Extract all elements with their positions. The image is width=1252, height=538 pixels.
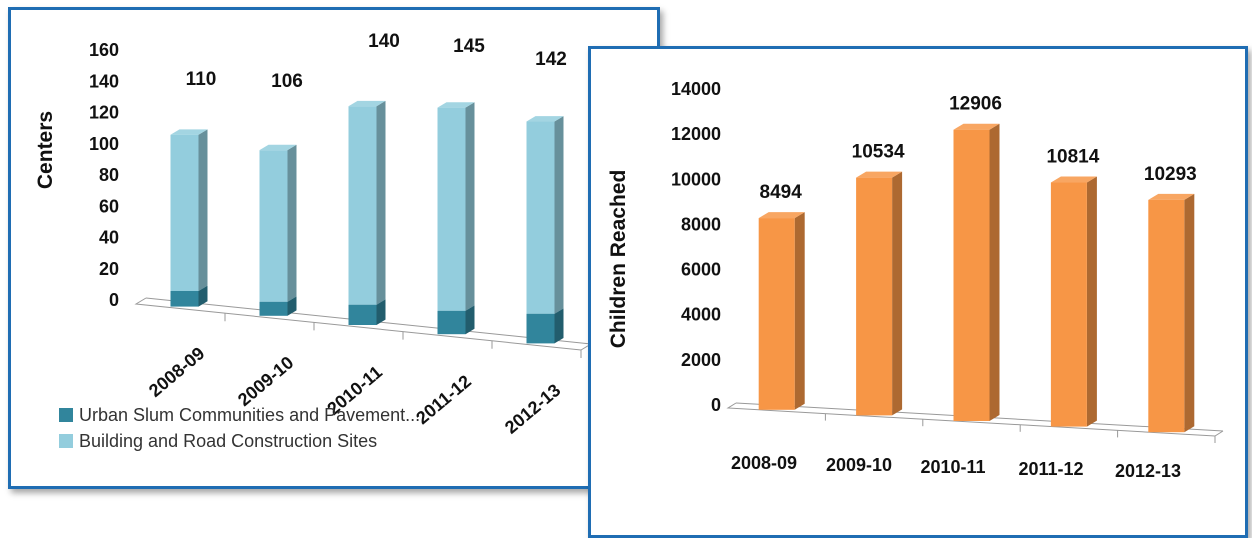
bar-2012-13-top bbox=[1148, 193, 1195, 200]
bar-2012-13-side bbox=[1184, 193, 1195, 433]
bar-2012-13 bbox=[1148, 199, 1185, 433]
y-tick-label: 6000 bbox=[681, 260, 721, 280]
bar-2012-13-series-1-top bbox=[526, 116, 564, 122]
bar-2009-10 bbox=[856, 177, 893, 416]
bar-2008-09-series-0 bbox=[170, 290, 199, 307]
y-tick-label: 14000 bbox=[671, 79, 721, 99]
bar-2009-10-series-1-side bbox=[287, 144, 297, 302]
bar-2012-13-series-1 bbox=[526, 121, 555, 314]
x-tick-label: 2009-10 bbox=[234, 352, 297, 410]
bar-2011-12-series-1-side bbox=[465, 102, 475, 311]
y-tick-label: 20 bbox=[99, 259, 119, 279]
legend-swatch bbox=[59, 434, 73, 448]
bar-2010-11-series-1-side bbox=[376, 100, 386, 305]
bar-2012-13-series-0 bbox=[526, 313, 555, 344]
bar-2008-09-series-1-top bbox=[170, 129, 208, 135]
y-tick-label: 160 bbox=[89, 40, 119, 60]
bar-2008-09 bbox=[758, 218, 795, 410]
y-tick-label: 2000 bbox=[681, 350, 721, 370]
bar-2011-12-series-1-top bbox=[437, 102, 475, 108]
bar-2009-10-series-1-top bbox=[259, 144, 297, 151]
bar-2012-13-series-0-side bbox=[554, 308, 564, 344]
bar-2008-09-series-1-side bbox=[198, 129, 208, 291]
data-label: 140 bbox=[368, 31, 400, 52]
data-label: 12906 bbox=[949, 94, 1002, 115]
bar-2008-09-side bbox=[794, 212, 805, 410]
x-tick-label: 2010-11 bbox=[920, 457, 985, 477]
children-chart-panel: Children Reached 0 2000 4000 6000 8000 10000 12… bbox=[588, 46, 1248, 538]
y-tick-label: 10000 bbox=[671, 169, 721, 189]
bar-2011-12-series-1 bbox=[437, 107, 466, 311]
y-axis-label: Children Reached bbox=[607, 170, 630, 349]
data-label: 106 bbox=[271, 71, 303, 92]
bar-2009-10-series-0-side bbox=[287, 296, 297, 316]
y-tick-label: 8000 bbox=[681, 214, 721, 234]
centers-chart: Centers 0 20 40 60 80 100 120 140 160 2008-09 2009-… bbox=[34, 31, 592, 451]
bar-2010-11-series-0-side bbox=[376, 299, 386, 325]
y-tick-label: 0 bbox=[711, 395, 721, 415]
y-tick-label: 40 bbox=[99, 228, 119, 248]
bar-2008-09-top bbox=[758, 212, 805, 219]
bar-2009-10-top bbox=[856, 171, 903, 178]
data-label: 10814 bbox=[1046, 147, 1099, 168]
x-tick-label: 2012-13 bbox=[501, 380, 564, 438]
bar-2009-10-side bbox=[892, 171, 903, 416]
data-label: 10293 bbox=[1144, 164, 1197, 185]
y-tick-label: 60 bbox=[99, 196, 119, 216]
bar-2009-10-series-1 bbox=[259, 150, 288, 302]
bar-2011-12 bbox=[1050, 182, 1087, 427]
y-tick-label: 4000 bbox=[681, 305, 721, 325]
bar-2010-11 bbox=[953, 129, 990, 421]
x-tick-label: 2012-13 bbox=[1115, 461, 1181, 481]
data-label: 142 bbox=[535, 49, 567, 70]
bar-2010-11-series-1 bbox=[348, 106, 377, 305]
data-label: 145 bbox=[453, 36, 485, 57]
y-axis-label: Centers bbox=[34, 111, 57, 189]
data-label: 10534 bbox=[852, 142, 905, 163]
y-tick-label: 100 bbox=[89, 134, 119, 154]
legend-label: Urban Slum Communities and Pavement... bbox=[79, 405, 420, 425]
x-tick-label: 2008-09 bbox=[731, 453, 797, 473]
data-label: 8494 bbox=[760, 182, 803, 203]
floor-edge bbox=[726, 402, 1224, 437]
x-tick-label: 2009-10 bbox=[826, 455, 892, 475]
bar-2012-13-series-1-side bbox=[554, 116, 564, 314]
x-tick-label: 2011-12 bbox=[1018, 459, 1083, 479]
bar-2009-10-series-0 bbox=[259, 301, 288, 316]
legend-label: Building and Road Construction Sites bbox=[79, 431, 377, 451]
y-tick-label: 120 bbox=[89, 103, 119, 123]
children-chart: Children Reached 0 2000 4000 6000 8000 10000 12… bbox=[607, 79, 1224, 481]
bar-2010-11-series-1-top bbox=[348, 100, 386, 107]
bar-2011-12-top bbox=[1050, 176, 1097, 183]
bar-2008-09-series-0-side bbox=[198, 285, 208, 307]
floor-edge bbox=[134, 297, 592, 351]
bar-2010-11-side bbox=[989, 123, 1000, 421]
bar-2011-12-side bbox=[1086, 176, 1097, 427]
y-tick-label: 0 bbox=[109, 290, 119, 310]
bar-2010-11-series-0 bbox=[348, 304, 377, 325]
y-tick-label: 12000 bbox=[671, 124, 721, 144]
x-tick-label: 2008-09 bbox=[145, 343, 208, 401]
bar-2011-12-series-0 bbox=[437, 310, 466, 335]
bar-2011-12-series-0-side bbox=[465, 305, 475, 335]
centers-chart-panel: Centers 0 20 40 60 80 100 120 140 160 2008-09 2009-… bbox=[8, 7, 660, 489]
bar-2010-11-top bbox=[953, 123, 1000, 130]
bar-2008-09-series-1 bbox=[170, 134, 199, 291]
y-tick-label: 80 bbox=[99, 165, 119, 185]
y-tick-label: 140 bbox=[89, 71, 119, 91]
legend-swatch bbox=[59, 408, 73, 422]
data-label: 110 bbox=[186, 69, 217, 90]
x-tick-label: 2011-12 bbox=[412, 371, 475, 428]
